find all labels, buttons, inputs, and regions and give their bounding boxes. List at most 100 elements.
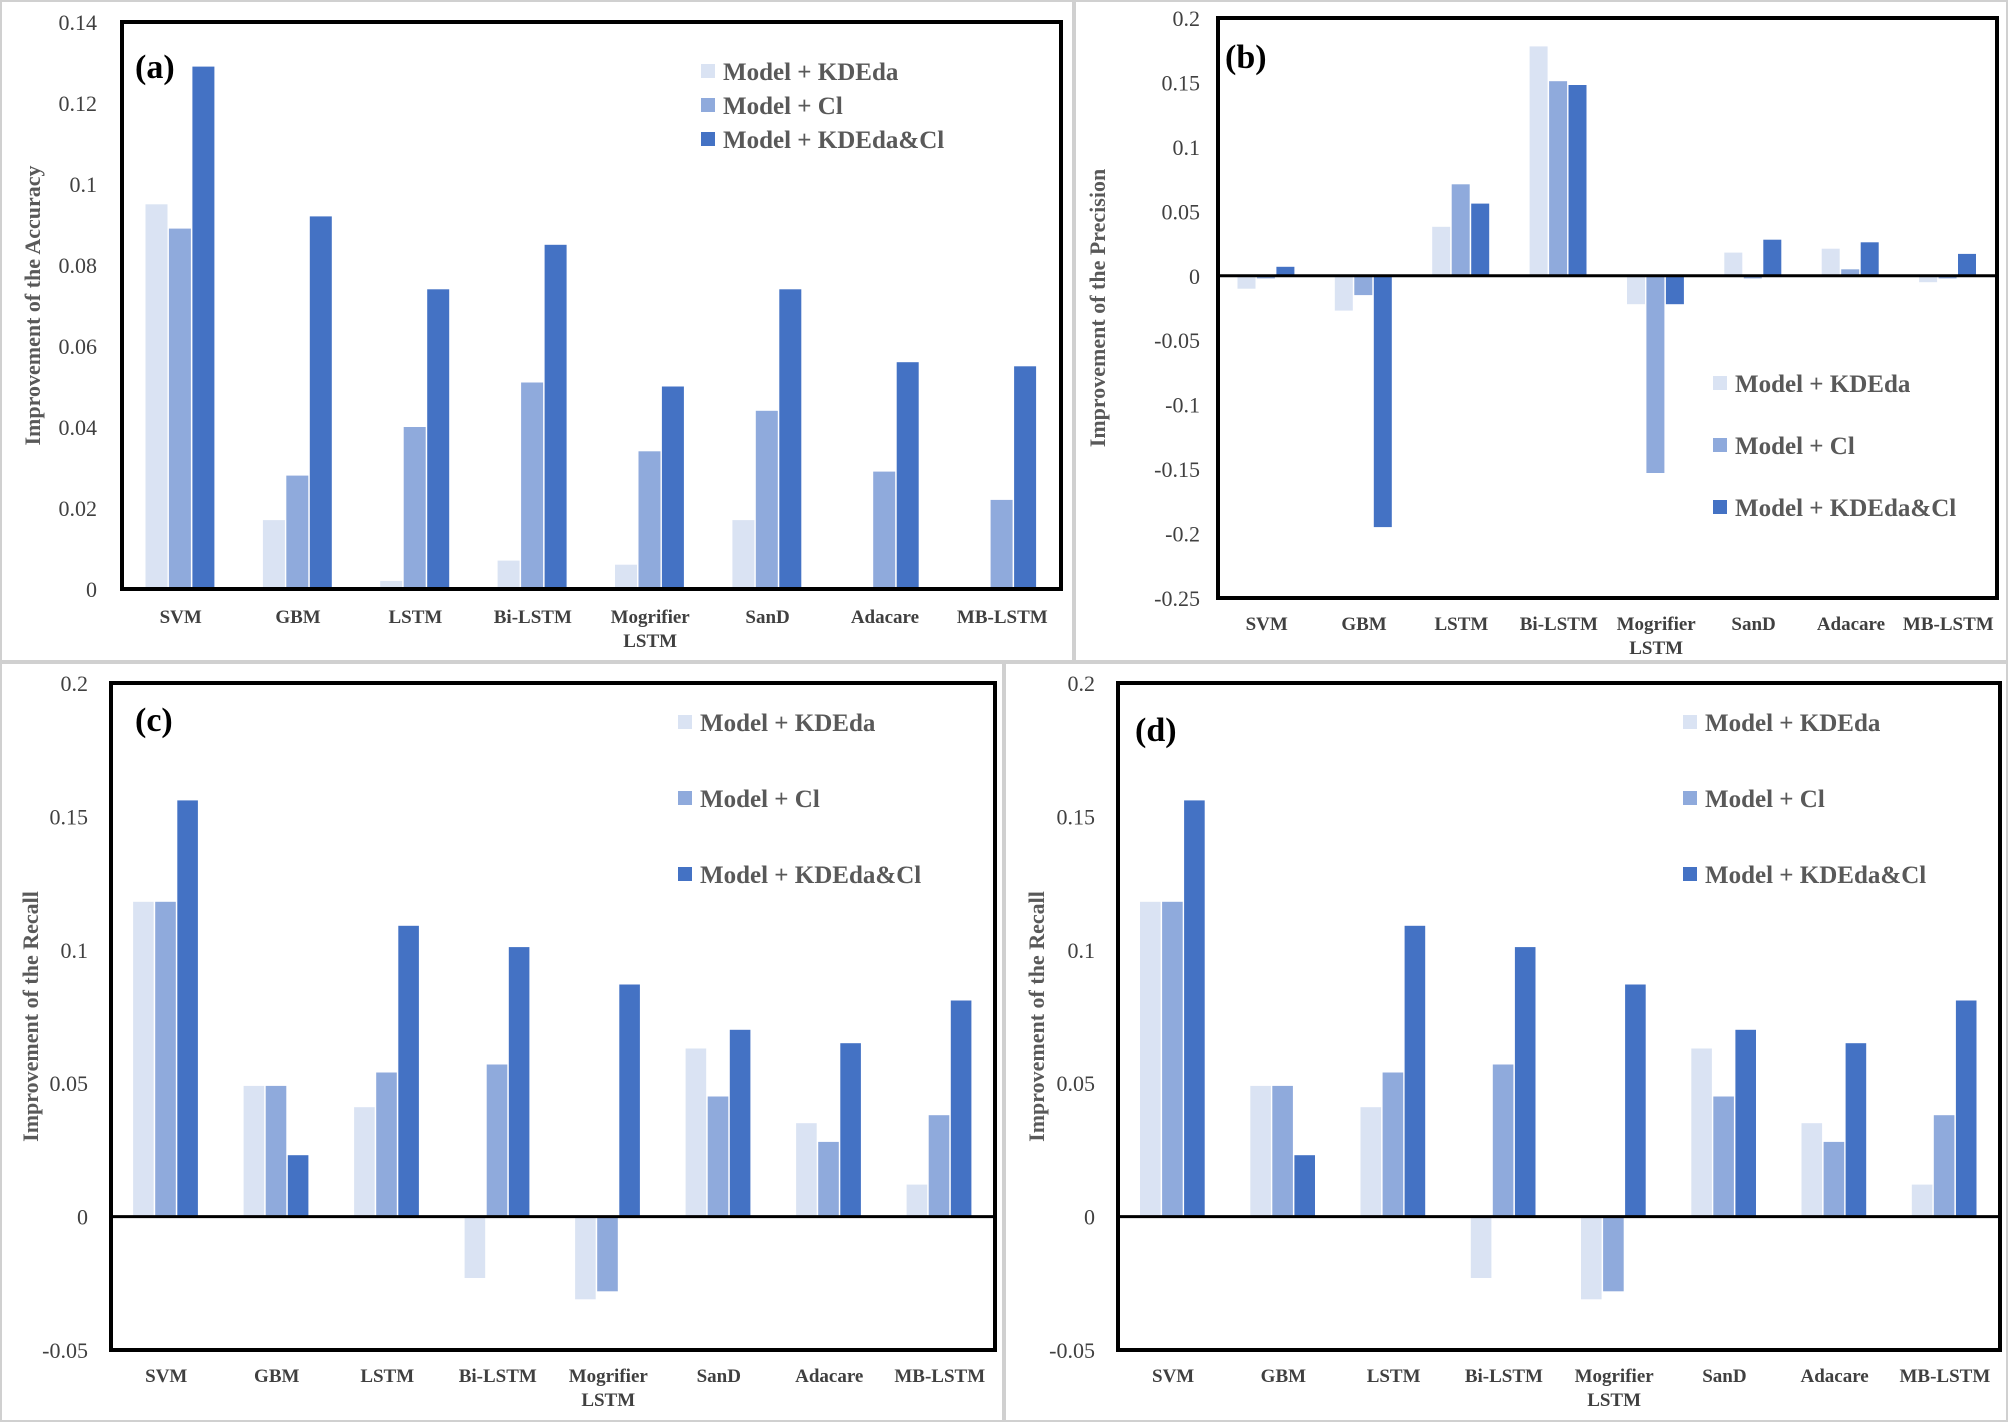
panel-c-bar-1-4 — [597, 1216, 618, 1292]
panel-d-category-label: MB-LSTM — [1899, 1366, 1990, 1387]
panel-b-ytick-label: -0.05 — [1154, 328, 1200, 353]
panel-c-bar-0-6 — [796, 1123, 817, 1217]
panel-c-bar-1-2 — [376, 1072, 397, 1217]
panel-d-bar-1-1 — [1272, 1085, 1293, 1217]
panel-d-category-label: SVM — [1152, 1366, 1194, 1387]
panel-a-bar-1-0 — [168, 228, 191, 589]
panel-a-legend-swatch — [701, 132, 715, 146]
panel-d-legend-entry: Model + Cl — [1705, 786, 1825, 813]
panel-d-bar-2-2 — [1404, 925, 1426, 1217]
panel-a-ytick-label: 0.12 — [59, 91, 98, 116]
panel-a-bar-0-5 — [732, 520, 755, 589]
panel-d-category-label: LSTM — [1367, 1366, 1421, 1387]
panel-c-category-label: Mogrifier LSTM — [569, 1366, 649, 1411]
panel-c-bar-2-1 — [287, 1155, 309, 1217]
panel-c-ytick-label: 0.1 — [61, 938, 89, 963]
panel-b-bar-1-2 — [1451, 184, 1470, 276]
panel-a-bar-2-2 — [427, 289, 450, 589]
panel-d-legend-entry: Model + KDEda&Cl — [1705, 862, 1926, 889]
panel-b-bar-0-1 — [1334, 275, 1353, 311]
panel-d-category-label: GBM — [1261, 1366, 1306, 1387]
panel-d-bar-2-7 — [1955, 1000, 1977, 1217]
panel-a-legend-entry: Model + KDEda — [723, 59, 899, 86]
panel-a-ytick-label: 0.04 — [59, 415, 98, 440]
panel-c-legend-entry: Model + KDEda — [700, 710, 876, 737]
panel-d-bar-0-7 — [1911, 1184, 1933, 1217]
panel-c-bar-1-7 — [928, 1115, 950, 1217]
panel-b-bar-0-7 — [1919, 275, 1938, 283]
panel-a-bar-1-3 — [521, 382, 544, 589]
panel-d-bar-0-1 — [1250, 1085, 1271, 1217]
panel-c-bar-2-5 — [729, 1029, 751, 1217]
panel-d-legend-entry: Model + KDEda — [1705, 710, 1881, 737]
panel-a-legend-entry: Model + KDEda&Cl — [723, 127, 944, 154]
panel-a-category-label: Mogrifier LSTM — [611, 607, 691, 652]
panel-a-category-label: SVM — [160, 607, 202, 628]
panel-b-legend-swatch — [1713, 500, 1727, 514]
panel-c-bar-0-5 — [685, 1048, 707, 1217]
panel-b-category-label: Adacare — [1817, 614, 1885, 635]
panel-a-ytick-label: 0.1 — [70, 172, 98, 197]
panel-b-category-label: Bi-LSTM — [1520, 614, 1598, 635]
panel-c-label: (c) — [135, 702, 173, 739]
panel-c-bar-1-1 — [265, 1085, 287, 1217]
panel-d-bar-2-6 — [1845, 1043, 1867, 1217]
panel-c-bar-0-4 — [575, 1216, 596, 1300]
panel-a-bar-2-7 — [1014, 366, 1037, 590]
panel-a-bar-1-5 — [755, 410, 778, 589]
panel-c-bar-2-7 — [950, 1000, 972, 1217]
panel-d-legend-swatch — [1683, 791, 1697, 805]
panel-d-bar-1-5 — [1713, 1096, 1734, 1217]
panel-d-ytick-label: 0.2 — [1068, 671, 1096, 696]
panel-c-bar-0-2 — [354, 1107, 375, 1217]
panel-d-ytick-label: 0.15 — [1057, 804, 1096, 829]
panel-a-bar-2-0 — [192, 66, 215, 590]
panel-a-bar-1-4 — [638, 451, 661, 589]
panel-c-category-label: GBM — [254, 1366, 299, 1387]
panel-b-ytick-label: -0.1 — [1165, 393, 1200, 418]
panel-d-bar-1-3 — [1492, 1064, 1514, 1217]
panel-d-bar-2-4 — [1625, 984, 1646, 1217]
panel-c-bar-2-6 — [840, 1043, 861, 1217]
panel-d-ytick-label: 0 — [1084, 1205, 1095, 1230]
panel-d-bar-0-5 — [1691, 1048, 1712, 1217]
panel-c-legend-swatch — [678, 867, 692, 881]
panel-c-bar-0-7 — [906, 1184, 928, 1217]
panel-b-bar-2-2 — [1471, 203, 1490, 276]
panel-a-category-label: Adacare — [851, 607, 919, 628]
panel-d-ytick-label: 0.1 — [1068, 938, 1096, 963]
panel-b-category-label: SVM — [1246, 614, 1288, 635]
panel-d-ytick-label: -0.05 — [1049, 1338, 1095, 1363]
panel-b-bar-1-6 — [1841, 269, 1860, 276]
panel-b-y-axis-title: Improvement of the Precision — [1085, 169, 1110, 447]
panel-c-category-label: MB-LSTM — [894, 1366, 985, 1387]
panel-d-bar-2-3 — [1514, 947, 1536, 1217]
panel-c-category-label: Bi-LSTM — [459, 1366, 537, 1387]
panel-a-ytick-label: 0.08 — [59, 253, 98, 278]
panel-b-category-label: LSTM — [1435, 614, 1489, 635]
panel-b-bar-0-3 — [1529, 46, 1548, 276]
panel-d-bar-1-0 — [1162, 901, 1183, 1217]
panel-a-ytick-label: 0.02 — [59, 496, 98, 521]
panel-a-bar-1-2 — [403, 427, 426, 589]
panel-d-bar-0-2 — [1360, 1107, 1382, 1217]
panel-a-legend-swatch — [701, 64, 715, 78]
panel-c-legend-entry: Model + Cl — [700, 786, 820, 813]
panel-b-bar-2-4 — [1665, 275, 1684, 305]
panel-b-bar-0-2 — [1432, 226, 1451, 276]
panel-c-bar-2-3 — [508, 947, 530, 1217]
panel-b-legend-swatch — [1713, 438, 1727, 452]
panel-c-bar-0-1 — [243, 1085, 265, 1217]
panel-a-bar-0-3 — [497, 560, 520, 589]
panel-a-category-label: SanD — [745, 607, 789, 628]
panel-b-bar-2-6 — [1860, 242, 1879, 276]
panel-d-bar-2-1 — [1294, 1155, 1315, 1217]
panel-b-ytick-label: 0.05 — [1162, 199, 1201, 224]
panel-b-bar-1-1 — [1354, 275, 1373, 296]
panel-b-bar-2-0 — [1276, 266, 1295, 276]
panel-a-category-label: Bi-LSTM — [494, 607, 572, 628]
panel-c-bar-1-6 — [818, 1141, 839, 1217]
panel-c-ytick-label: 0 — [77, 1205, 88, 1230]
panel-a-bar-2-4 — [661, 386, 684, 589]
panel-a-bar-1-7 — [990, 499, 1013, 589]
